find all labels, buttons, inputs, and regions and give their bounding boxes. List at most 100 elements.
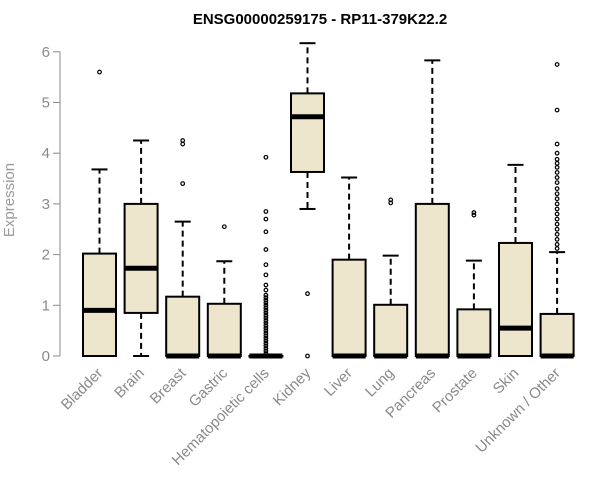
box-rect (498, 241, 533, 357)
outlier-point (554, 211, 560, 217)
box-brain (123, 139, 159, 357)
outlier-point (554, 180, 560, 186)
outlier-point (263, 333, 269, 339)
outlier-point (471, 210, 477, 215)
outlier-point (263, 338, 269, 344)
box-rect (165, 295, 201, 357)
outlier-point (263, 302, 269, 308)
outlier-point (180, 181, 186, 187)
outlier-point (554, 201, 560, 207)
box-rect (206, 302, 242, 357)
outlier-point (554, 170, 560, 175)
outlier-point (263, 323, 269, 328)
box-gastric (206, 224, 242, 359)
outlier-point (263, 318, 269, 323)
box-unknown-other (539, 62, 575, 359)
outlier-point (263, 287, 269, 293)
outlier-point (554, 164, 560, 170)
y-axis-label: Expression (1, 163, 18, 237)
y-tick-label: 2 (42, 247, 50, 264)
outlier-point (263, 348, 269, 354)
outlier-point (554, 216, 560, 222)
outlier-point (263, 209, 269, 214)
outlier-point (263, 345, 269, 351)
x-tick-label: Breast (147, 364, 190, 407)
box-bladder (82, 69, 117, 357)
outlier-point (263, 343, 269, 349)
box-liver (331, 176, 367, 359)
outlier-point (554, 246, 560, 251)
y-tick-label: 1 (42, 297, 50, 314)
outlier-point (554, 150, 560, 156)
outlier-point (263, 307, 269, 313)
outlier-point (263, 335, 269, 341)
outlier-point (554, 191, 560, 197)
outlier-point (554, 226, 560, 232)
outlier-point (263, 247, 269, 252)
outlier-point (554, 231, 560, 237)
box-rect (123, 202, 159, 314)
box-rect (539, 312, 575, 358)
outlier-point (554, 196, 560, 202)
y-tick-label: 4 (42, 145, 50, 162)
outlier-point (554, 236, 560, 242)
outlier-point (554, 175, 560, 180)
outlier-point (263, 292, 269, 298)
outlier-point (554, 62, 560, 67)
outlier-point (471, 212, 477, 218)
outlier-point (263, 282, 269, 288)
box-rect (373, 303, 409, 357)
outlier-point (263, 216, 269, 222)
y-tick-label: 0 (42, 348, 50, 365)
y-tick-label: 6 (42, 44, 50, 61)
outlier-point (554, 221, 560, 227)
chart-title: ENSG00000259175 - RP11-379K22.2 (193, 11, 447, 28)
box-breast (165, 138, 201, 359)
box-rect (290, 92, 325, 173)
outlier-point (554, 186, 560, 192)
outlier-point (305, 291, 310, 297)
outlier-point (263, 300, 269, 306)
box-lung (373, 197, 409, 359)
outlier-point (263, 262, 269, 268)
x-tick-label: Prostate (429, 365, 481, 417)
x-tick-label: Liver (321, 365, 356, 400)
x-tick-label: Skin (490, 365, 523, 398)
outlier-point (554, 206, 560, 212)
outlier-point (554, 107, 560, 113)
box-series (82, 42, 575, 359)
outlier-point (554, 141, 560, 147)
outlier-point (554, 160, 560, 166)
outlier-point (305, 353, 310, 359)
outlier-point (221, 224, 227, 230)
outlier-point (263, 297, 269, 303)
box-pancreas (414, 59, 450, 359)
box-rect (331, 258, 367, 358)
outlier-point (263, 351, 269, 356)
y-axis: 0 1 2 3 4 5 6 (42, 44, 61, 365)
outlier-point (263, 154, 269, 160)
outlier-point (388, 197, 394, 203)
box-prostate (456, 210, 492, 359)
outlier-point (263, 330, 269, 336)
outlier-point (263, 272, 269, 278)
box-hematopoietic-cells (248, 154, 284, 359)
outlier-point (180, 138, 186, 143)
box-rect (82, 252, 117, 357)
x-tick-label: Bladder (58, 365, 107, 414)
box-rect (456, 308, 492, 357)
x-tick-label: Kidney (270, 364, 315, 409)
y-tick-label: 3 (42, 196, 50, 213)
x-tick-label: Brain (111, 365, 148, 402)
x-tick-label: Lung (362, 365, 398, 401)
outlier-point (263, 320, 269, 326)
outlier-point (554, 242, 560, 247)
outlier-point (263, 305, 269, 311)
outlier-point (263, 325, 269, 331)
outlier-point (263, 295, 269, 301)
box-skin (498, 163, 533, 357)
outlier-point (97, 69, 102, 75)
outlier-point (263, 310, 269, 316)
